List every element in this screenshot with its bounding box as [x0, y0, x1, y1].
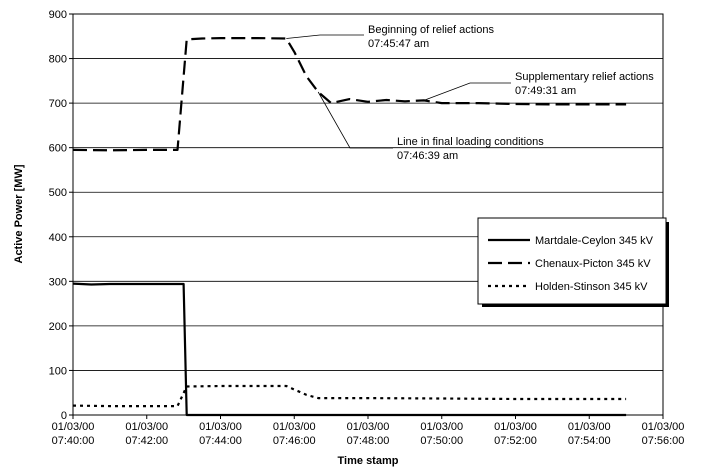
series-lines — [72, 36, 627, 417]
x-tick-date: 01/03/00 — [494, 421, 537, 433]
legend-shadow-bottom — [482, 304, 669, 307]
annotation-leader-1 — [286, 34, 364, 39]
x-tick-date: 01/03/00 — [273, 421, 316, 433]
series-line-2 — [72, 36, 627, 152]
legend-box — [477, 217, 667, 305]
annotation-title-3: Line in final loading conditions — [397, 136, 544, 148]
legend-label-3: Holden-Stinson 345 kV — [535, 281, 648, 293]
x-tick-time: 07:46:00 — [273, 435, 316, 447]
x-tick-time: 07:42:00 — [125, 435, 168, 447]
series-line-1 — [72, 282, 627, 417]
x-tick-time: 07:54:00 — [568, 435, 611, 447]
y-tick-label: 900 — [49, 9, 67, 21]
y-axis-title: Active Power [MW] — [13, 164, 25, 263]
annotation-title-1: Beginning of relief actions — [368, 24, 494, 36]
annotation-time-3: 07:46:39 am — [397, 150, 458, 162]
annotation-leader-2 — [423, 82, 511, 101]
legend-shadow-right — [666, 222, 669, 307]
y-tick-labels: 0 100 200 300 400 500 600 700 800 900 — [49, 9, 67, 422]
annotation-time-1: 07:45:47 am — [368, 38, 429, 50]
annotation-title-2: Supplementary relief actions — [515, 71, 654, 83]
y-tick-label: 300 — [49, 276, 67, 288]
y-tick-label: 200 — [49, 321, 67, 333]
annotations: Beginning of relief actions 07:45:47 am Su… — [286, 24, 654, 162]
x-axis-title: Time stamp — [338, 455, 399, 467]
x-tick-date: 01/03/00 — [642, 421, 685, 433]
x-tick-date: 01/03/00 — [125, 421, 168, 433]
x-tick-time: 07:56:00 — [642, 435, 685, 447]
x-tick-date: 01/03/00 — [568, 421, 611, 433]
x-tick-date: 01/03/00 — [347, 421, 390, 433]
annotation-time-2: 07:49:31 am — [515, 85, 576, 97]
legend: Martdale-Ceylon 345 kV Chenaux-Picton 345… — [477, 217, 669, 307]
x-tick-date: 01/03/00 — [52, 421, 95, 433]
x-tick-time: 07:44:00 — [199, 435, 242, 447]
x-tick-time: 07:40:00 — [52, 435, 95, 447]
y-tick-label: 100 — [49, 365, 67, 377]
series-line-3 — [72, 384, 627, 408]
x-tick-time: 07:48:00 — [347, 435, 390, 447]
y-tick-label: 700 — [49, 98, 67, 110]
x-tick-date: 01/03/00 — [420, 421, 463, 433]
x-tick-time: 07:50:00 — [420, 435, 463, 447]
grid-lines — [73, 13, 663, 371]
y-tick-label: 800 — [49, 54, 67, 66]
x-tick-time: 07:52:00 — [494, 435, 537, 447]
y-tick-label: 0 — [61, 410, 67, 422]
annotation-leader-3 — [317, 91, 393, 149]
x-tick-date: 01/03/00 — [199, 421, 242, 433]
x-tick-labels: 01/03/00 07:40:00 01/03/00 07:42:00 01/03/00… — [52, 421, 685, 447]
y-tick-label: 500 — [49, 187, 67, 199]
y-tick-label: 600 — [49, 143, 67, 155]
y-tick-label: 400 — [49, 232, 67, 244]
legend-label-2: Chenaux-Picton 345 kV — [535, 258, 651, 270]
legend-label-1: Martdale-Ceylon 345 kV — [535, 235, 654, 247]
